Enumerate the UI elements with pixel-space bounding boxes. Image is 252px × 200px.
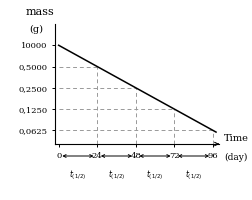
Text: (day): (day) [224,152,247,162]
Text: (g): (g) [29,25,43,34]
Text: $t_{(1/2)}$: $t_{(1/2)}$ [108,168,125,182]
Text: $t_{(1/2)}$: $t_{(1/2)}$ [185,168,202,182]
Text: Time: Time [224,134,249,143]
Text: $t_{(1/2)}$: $t_{(1/2)}$ [146,168,164,182]
Text: $t_{(1/2)}$: $t_{(1/2)}$ [69,168,86,182]
Text: mass: mass [26,7,55,17]
